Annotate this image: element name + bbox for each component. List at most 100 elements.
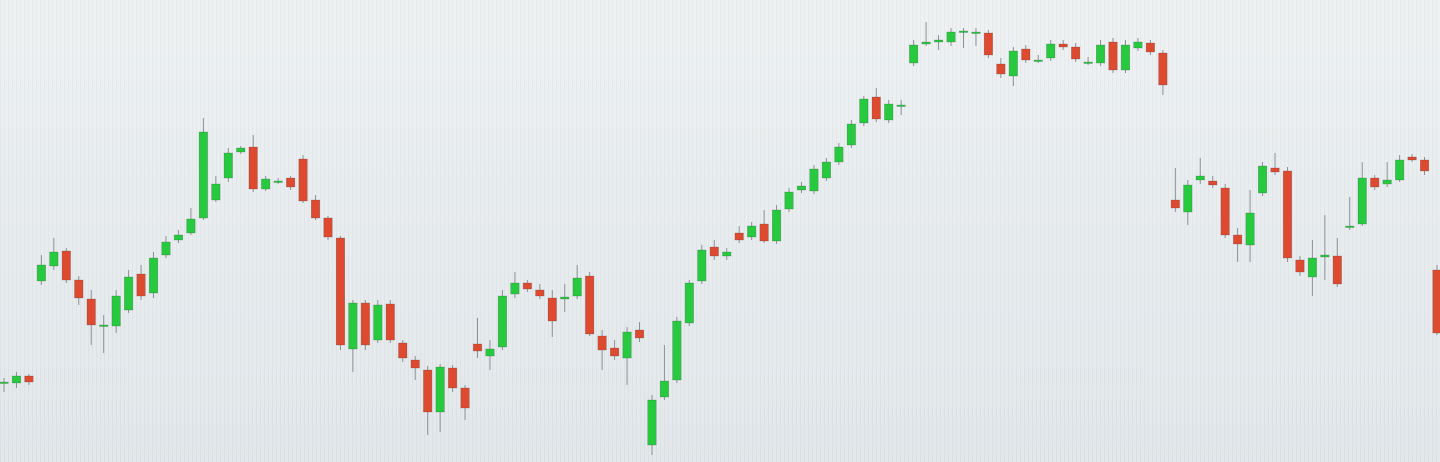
candle-body [921, 41, 931, 45]
candle-body [597, 335, 607, 351]
candle-body [286, 177, 296, 188]
candle-body [0, 381, 9, 384]
candle-body [1008, 50, 1018, 77]
candle-body [672, 320, 682, 381]
candle-body [1307, 257, 1317, 278]
candle-body [448, 367, 458, 389]
candle-body [410, 359, 420, 369]
candle-body [1419, 159, 1430, 172]
candle-body [423, 369, 433, 413]
candle-body [198, 131, 208, 219]
candle-body [11, 375, 22, 384]
candle-body [435, 366, 445, 413]
candle-body [348, 302, 358, 350]
candle-body [335, 237, 345, 346]
candle-body [772, 209, 782, 242]
candle-body [61, 250, 71, 281]
candle-body [722, 251, 732, 257]
candle-body [99, 324, 109, 327]
candle-body [124, 276, 134, 311]
candle-body [909, 44, 919, 64]
candle-body [846, 123, 856, 146]
candle-body [510, 282, 520, 295]
candle-body [684, 282, 694, 324]
candle-body [983, 32, 993, 56]
candle-body [996, 63, 1006, 75]
candle-body [747, 225, 757, 238]
candle-body [1108, 41, 1118, 71]
candle-body [161, 241, 171, 256]
candle-body [1183, 184, 1193, 213]
candle-body [1395, 159, 1405, 181]
candle-body [136, 273, 146, 297]
candle-body [211, 183, 221, 201]
candle-body [298, 158, 308, 202]
candle-body [186, 218, 196, 234]
candle-body [1432, 269, 1440, 334]
candle-body [859, 98, 869, 124]
candle-body [460, 387, 470, 409]
candle-body [1370, 177, 1380, 188]
candle-body [1245, 212, 1255, 246]
candle-body [248, 146, 258, 190]
candle-body [971, 31, 981, 34]
candle-body [560, 296, 570, 300]
candle-body [572, 277, 582, 297]
candle-body [1195, 175, 1205, 181]
candle-body [323, 217, 333, 238]
candle-body [659, 380, 669, 398]
candle-body [821, 161, 831, 179]
candle-body [1096, 44, 1106, 64]
candle-body [310, 199, 321, 219]
candle-body [697, 249, 707, 282]
candle-body [497, 295, 507, 348]
candle-body [585, 275, 595, 335]
candle-body [1033, 59, 1043, 62]
candle-body [472, 343, 483, 352]
candle-body [1220, 187, 1230, 236]
candle-body [622, 331, 632, 359]
candle-body [173, 234, 184, 241]
candle-body [74, 279, 84, 299]
candle-body [111, 295, 121, 327]
candle-body [871, 96, 881, 120]
candle-body [1332, 255, 1342, 285]
candle-body [1357, 177, 1367, 225]
candle-body [1145, 42, 1155, 53]
candle-body [148, 257, 159, 294]
candle-body [1158, 52, 1168, 86]
candle-body [896, 104, 906, 107]
candle-body [1320, 254, 1330, 258]
candle-body [759, 223, 769, 242]
candle-body [1046, 43, 1056, 59]
candle-body [1133, 41, 1143, 49]
candle-body [261, 178, 271, 190]
candle-body [958, 30, 969, 33]
candle-body [49, 251, 59, 267]
candle-body [1208, 180, 1218, 186]
candle-body [610, 347, 620, 357]
candle-body [398, 342, 408, 359]
candle-body [1021, 48, 1031, 61]
candle-body [934, 39, 944, 43]
candle-body [535, 289, 545, 297]
candle-body [1345, 225, 1355, 228]
candle-body [634, 329, 645, 339]
candle-body [1058, 43, 1068, 48]
candle-body [1257, 165, 1268, 194]
candle-body [809, 168, 819, 192]
candle-body [485, 348, 495, 357]
candle-body [360, 302, 370, 346]
candle-body [834, 146, 844, 163]
candle-body [1382, 179, 1392, 185]
candle-body [1120, 44, 1131, 71]
candle-body [734, 232, 744, 241]
candle-body [1233, 234, 1243, 245]
candle-body [1282, 170, 1293, 259]
candle-body [86, 298, 96, 326]
candle-body [796, 185, 807, 191]
candle-body [373, 304, 383, 341]
candle-body [1170, 199, 1180, 209]
